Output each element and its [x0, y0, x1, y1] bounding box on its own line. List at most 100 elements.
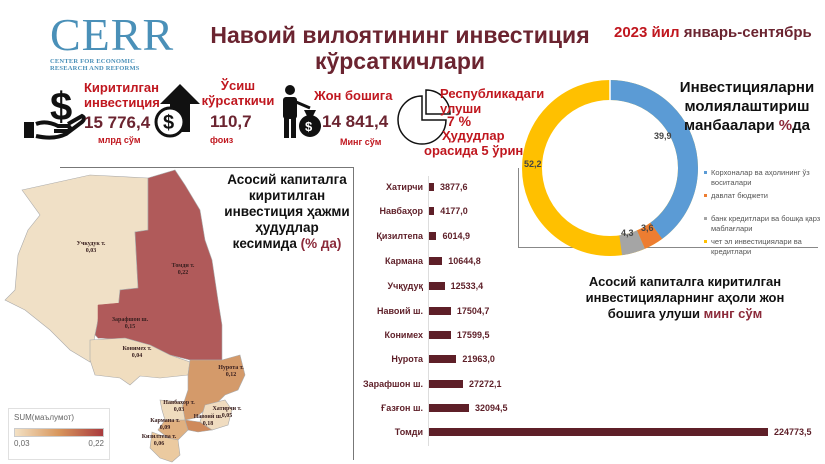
bar-category-label: Хатирчи — [386, 182, 423, 192]
donut-label-budget: 3,6 — [641, 223, 654, 233]
bar-chart-axis — [428, 176, 429, 446]
region-qiziltepa — [149, 431, 181, 463]
bar-category-label: Нурота — [391, 354, 423, 364]
region-zarafshon — [97, 302, 123, 339]
kpi-share: Республикадаги улуши — [440, 86, 545, 116]
region-choropleth-map — [4, 169, 246, 463]
svg-text:$: $ — [305, 119, 313, 134]
map-label-navoi-city: Навоий ш. 0,18 — [193, 414, 223, 427]
region-konimex — [89, 337, 191, 386]
bar — [429, 232, 437, 240]
kpi-per-capita-unit: Минг сўм — [340, 137, 382, 147]
bar-row: Учқудуқ 12533,4 — [355, 280, 484, 292]
bar-chart-title: Асосий капиталга киритилган инвестицияла… — [585, 274, 785, 321]
map-label-qiziltepa: Кизилтепа т. 0,06 — [141, 434, 177, 447]
svg-text:$: $ — [50, 85, 72, 129]
bar-value-label: 10644,8 — [448, 256, 481, 266]
bar-value-label: 32094,5 — [475, 403, 508, 413]
bar-category-label: Томди — [394, 427, 423, 437]
map-title: Асосий капиталга киритилган инвестиция ҳ… — [224, 172, 350, 251]
legend-item-foreign: чет эл инвестициялари ва кредитлари — [704, 237, 822, 257]
logo-sub-2: RESEARCH AND REFORMS — [50, 65, 140, 72]
bar — [429, 282, 445, 290]
logo-sub-1: CENTER FOR ECONOMIC — [50, 58, 136, 65]
svg-text:$: $ — [163, 112, 174, 134]
kpi-per-capita-label: Жон бошига — [314, 88, 393, 103]
bar — [429, 307, 451, 315]
bar-value-label: 12533,4 — [450, 281, 484, 291]
donut-frame — [518, 168, 818, 248]
bar-category-label: Қизилтепа — [376, 231, 423, 241]
bar-category-label: Навоий ш. — [377, 306, 423, 316]
donut-label-own-funds: 39,9 — [654, 131, 672, 141]
map-legend-gradient — [14, 428, 104, 437]
bar — [429, 183, 434, 191]
kpi-per-capita-value: 14 841,4 — [322, 112, 389, 131]
person-moneybag-icon: $ — [283, 85, 321, 138]
bar-row: Навоий ш. 17504,7 — [355, 305, 489, 317]
bar-value-label: 17504,7 — [456, 306, 490, 316]
bar-category-label: Ғазғон ш. — [381, 403, 423, 413]
legend-item-budget: давлат бюджети — [704, 191, 822, 201]
pie-chart-icon — [397, 89, 451, 145]
map-label-uchkuduk: Учкудук т. 0,03 — [76, 241, 106, 254]
bar-value-label: 224773,5 — [774, 427, 812, 437]
bar-row: Зарафшон ш. 27272,1 — [355, 378, 502, 390]
bar — [429, 404, 469, 412]
bar-value-label: 4177,0 — [440, 206, 468, 216]
kpi-share-rank-1: Ҳудудлар — [442, 128, 505, 143]
kpi-investment: Киритилган инвестиция — [84, 80, 160, 110]
bar-category-label: Учқудуқ — [387, 281, 423, 291]
bar-category-label: Конимех — [384, 330, 423, 340]
bar-row: Конимех 17599,5 — [355, 329, 489, 341]
bar-value-label: 6014,9 — [442, 231, 471, 241]
bar-category-label: Навбаҳор — [379, 206, 423, 216]
bar-row: Хатирчи 3877,6 — [355, 181, 468, 193]
logo-main: CERR — [50, 9, 175, 60]
bar-row: Томди 224773,5 — [355, 426, 812, 438]
kpi-investment-unit: млрд сўм — [98, 135, 141, 145]
page-title: Навоий вилоятининг инвестиция кўрсаткичл… — [210, 22, 590, 74]
growth-arrow-dollar-icon: $ — [154, 84, 200, 138]
kpi-growth-unit: фоиз — [210, 135, 234, 145]
kpi-share-rank-2: орасида 5 ўрин — [424, 143, 524, 158]
bar-row: Ғазғон ш. 32094,5 — [355, 402, 508, 414]
bar-row: Қизилтепа 6014,9 — [355, 230, 470, 242]
financing-sources-donut: 39,9 3,6 4,3 52,2 — [522, 80, 698, 256]
bar — [429, 428, 768, 436]
kpi-investment-value: 15 776,4 — [84, 113, 151, 132]
bar-category-label: Кармана — [385, 256, 423, 266]
bar — [429, 207, 435, 215]
map-legend: SUM(маълумот) 0,03 0,22 — [8, 408, 110, 460]
kpi-growth: Ўсиш кўрсаткичи — [201, 78, 275, 108]
map-label-konimex: Конимех т. 0,04 — [122, 346, 152, 359]
legend-item-own-funds: Корхоналар ва аҳолининг ўз воситалари — [704, 168, 822, 188]
bar-value-label: 21963,0 — [462, 354, 495, 364]
kpi-growth-value: 110,7 — [210, 112, 252, 131]
bar-category-label: Зарафшон ш. — [363, 379, 423, 389]
map-label-xatirchi: Хатирчи т. 0,05 — [212, 406, 242, 419]
donut-title: Инвестицияларни молиялаштириш манбаалари… — [679, 79, 815, 134]
bar — [429, 257, 443, 265]
bar-row: Нурота 21963,0 — [355, 353, 495, 365]
bar-row: Навбаҳор 4177,0 — [355, 205, 468, 217]
map-label-tomdi: Томди т. 0,22 — [171, 263, 195, 276]
legend-item-bank: банк кредитлари ва бошқа қарз маблағлари — [704, 214, 822, 234]
map-legend-title: SUM(маълумот) — [14, 413, 75, 422]
bar-value-label: 3877,6 — [440, 182, 468, 192]
bar-value-label: 17599,5 — [456, 330, 490, 340]
cerr-logo: CERR CENTER FOR ECONOMIC RESEARCH AND RE… — [50, 9, 190, 73]
map-legend-min: 0,03 — [14, 439, 30, 448]
map-top-divider — [60, 167, 354, 168]
donut-label-foreign: 52,2 — [524, 159, 542, 169]
map-legend-max: 0,22 — [88, 439, 104, 448]
donut-label-bank: 4,3 — [621, 228, 634, 238]
kpi-share-value: 7 % — [447, 113, 472, 129]
bar — [429, 380, 463, 388]
donut-legend: Корхоналар ва аҳолининг ўз воситалари да… — [704, 168, 822, 257]
period-label: 2023 йил январь-сентябрь — [614, 24, 812, 41]
map-label-zarafshon: Зарафшон ш. 0,15 — [111, 317, 149, 330]
map-right-divider — [353, 167, 354, 460]
bar-row: Кармана 10644,8 — [355, 255, 481, 267]
map-label-karmana: Кармана т. 0,09 — [150, 418, 180, 431]
